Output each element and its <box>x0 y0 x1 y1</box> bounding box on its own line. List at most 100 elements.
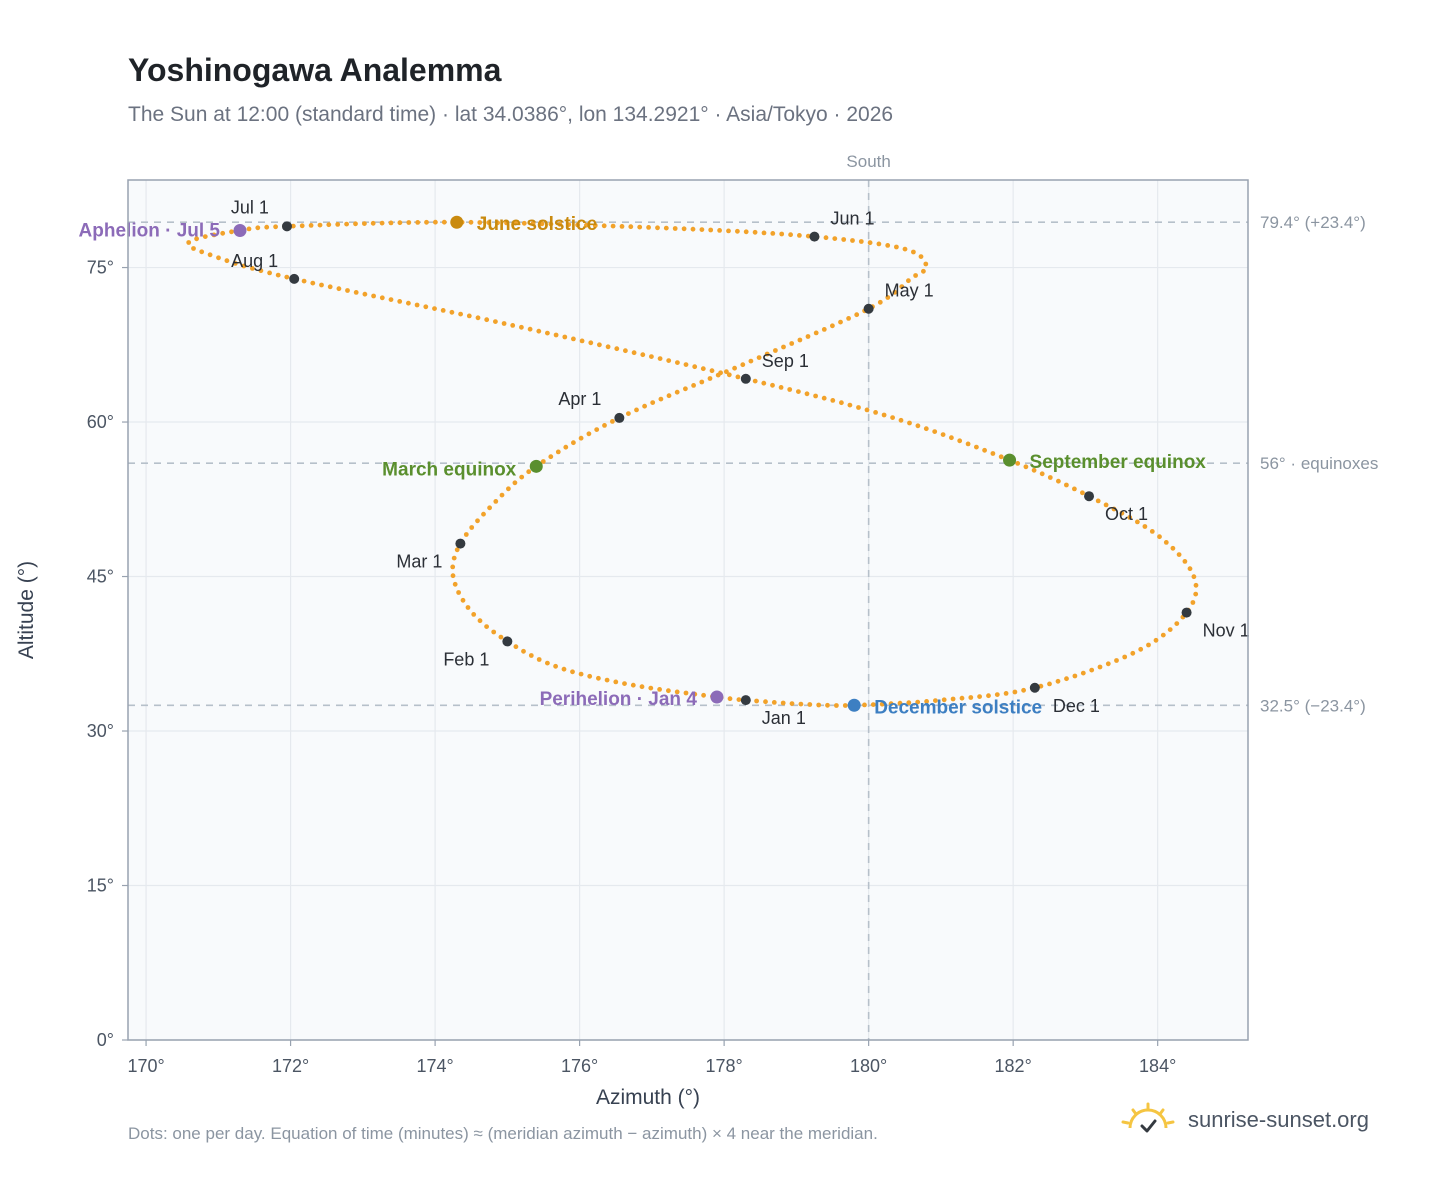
month-marker <box>502 636 513 647</box>
event-label: September equinox <box>1030 452 1207 473</box>
daily-sun-dot <box>475 315 481 321</box>
daily-sun-dot <box>805 334 811 339</box>
daily-sun-dot <box>736 697 742 702</box>
daily-sun-dot <box>873 410 878 415</box>
daily-sun-dot <box>797 337 803 343</box>
daily-sun-dot <box>623 348 628 354</box>
daily-sun-dot <box>864 407 870 413</box>
daily-sun-dot <box>246 226 252 232</box>
reference-line-label: 56° · equinoxes <box>1260 454 1378 473</box>
month-label: Dec 1 <box>1053 696 1100 716</box>
daily-sun-dot <box>1127 515 1133 520</box>
daily-sun-dot <box>959 695 965 701</box>
daily-sun-dot <box>798 701 804 707</box>
daily-sun-dot <box>666 688 671 694</box>
daily-sun-dot <box>498 634 504 640</box>
daily-sun-dot <box>787 387 793 392</box>
month-marker <box>740 373 751 384</box>
event-label: December solstice <box>874 697 1042 718</box>
daily-sun-dot <box>839 400 844 406</box>
daily-sun-dot <box>761 230 767 236</box>
daily-sun-dot <box>491 629 497 635</box>
month-marker <box>740 695 751 706</box>
daily-sun-dot <box>290 223 296 229</box>
daily-sun-dot <box>1149 529 1155 534</box>
brand-name: sunrise-sunset.org <box>1188 1107 1369 1132</box>
daily-sun-dot <box>881 412 887 418</box>
daily-sun-dot <box>841 237 847 242</box>
daily-sun-dot <box>977 694 982 699</box>
daily-sun-dot <box>536 657 542 662</box>
daily-sun-dot <box>1072 486 1077 492</box>
daily-sun-dot <box>646 225 651 230</box>
daily-sun-dot <box>1193 582 1199 588</box>
daily-sun-dot <box>432 306 437 311</box>
daily-sun-dot <box>674 689 680 695</box>
daily-sun-dot <box>521 648 526 654</box>
daily-sun-dot <box>885 243 891 248</box>
daily-sun-dot <box>326 222 332 228</box>
daily-sun-dot <box>825 702 830 708</box>
daily-sun-dot <box>379 295 385 301</box>
daily-sun-dot <box>207 252 213 258</box>
month-label: Feb 1 <box>443 649 489 669</box>
daily-sun-dot <box>1170 545 1176 551</box>
daily-sun-dot <box>194 236 200 242</box>
daily-sun-dot <box>570 669 575 675</box>
daily-sun-dot <box>634 407 639 413</box>
daily-sun-dot <box>797 233 802 238</box>
daily-sun-dot <box>672 226 678 231</box>
daily-sun-dot <box>484 624 489 629</box>
month-label: Sep 1 <box>762 351 809 371</box>
daily-sun-dot <box>830 323 835 329</box>
daily-sun-dot <box>771 700 777 705</box>
daily-sun-dot <box>441 219 447 225</box>
daily-sun-dot <box>779 231 785 237</box>
daily-sun-dot <box>362 221 367 227</box>
daily-sun-dot <box>683 362 689 367</box>
daily-sun-dot <box>770 231 776 236</box>
daily-sun-dot <box>371 293 376 299</box>
daily-sun-dot <box>918 254 924 259</box>
daily-sun-dot <box>1080 670 1086 676</box>
daily-sun-dot <box>415 220 421 225</box>
daily-sun-dot <box>778 385 784 390</box>
daily-sun-dot <box>692 364 698 370</box>
markers <box>233 215 1192 712</box>
daily-sun-dot <box>1146 642 1151 648</box>
daily-sun-dot <box>545 660 550 666</box>
daily-sun-dot <box>487 505 492 511</box>
daily-sun-dot <box>605 344 611 350</box>
daily-sun-dot <box>1072 673 1078 679</box>
event-marker <box>529 459 543 473</box>
event-label: Aphelion · Jul 5 <box>79 220 221 241</box>
daily-sun-dot <box>557 221 563 227</box>
reference-line-label: 79.4° (+23.4°) <box>1260 213 1366 232</box>
daily-sun-dot <box>1160 632 1166 638</box>
daily-sun-dot <box>726 228 731 234</box>
daily-sun-dot <box>846 316 851 321</box>
daily-sun-dot <box>724 369 729 375</box>
daily-sun-dot <box>1114 658 1119 663</box>
daily-sun-dot <box>675 360 680 365</box>
daily-sun-dot <box>968 695 974 700</box>
daily-sun-dot <box>994 692 1000 697</box>
daily-sun-dot <box>838 319 843 325</box>
daily-sun-dot <box>211 232 217 238</box>
daily-sun-dot <box>406 220 412 225</box>
daily-sun-dot <box>957 438 963 444</box>
daily-sun-dot <box>433 219 438 225</box>
x-tick-label: 170° <box>127 1056 164 1076</box>
daily-sun-dot <box>913 273 918 278</box>
daily-sun-dot <box>388 220 394 226</box>
daily-sun-dot <box>748 358 754 364</box>
daily-sun-dot <box>545 330 550 336</box>
daily-sun-dot <box>965 441 971 447</box>
daily-sun-dot <box>681 226 687 232</box>
brand-logo[interactable]: sunrise-sunset.org <box>1120 1100 1369 1140</box>
month-label: Nov 1 <box>1203 621 1250 641</box>
daily-sun-dot <box>513 220 518 226</box>
daily-sun-dot <box>915 423 921 429</box>
daily-sun-dot <box>940 432 946 437</box>
